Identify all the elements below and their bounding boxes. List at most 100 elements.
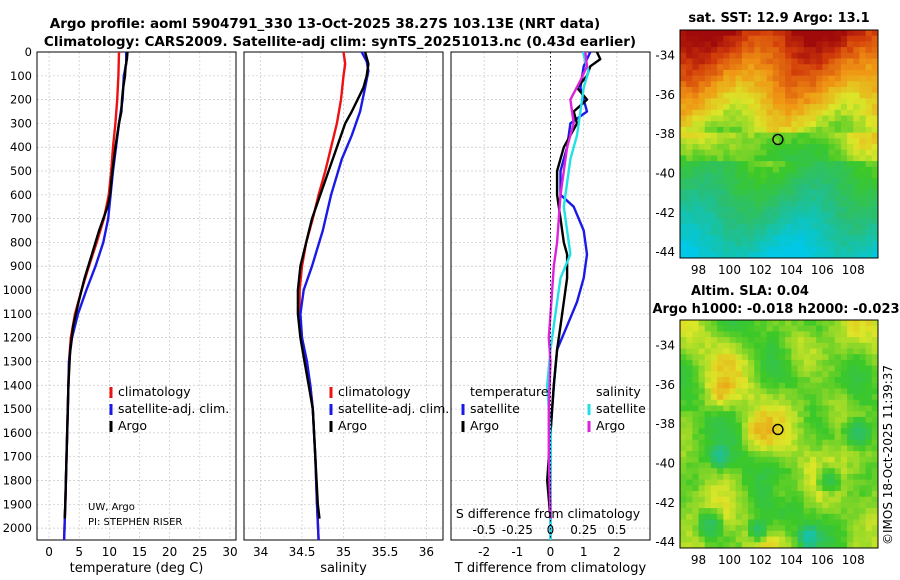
heatmap-cell: [741, 434, 749, 441]
heatmap-cell: [710, 371, 718, 378]
heatmap-cell: [729, 348, 737, 355]
heatmap-cell: [686, 399, 693, 406]
heatmap-cell: [741, 166, 749, 173]
heatmap-cell: [729, 246, 737, 253]
heatmap-cell: [803, 325, 811, 332]
heatmap-cell: [779, 502, 786, 509]
heatmap-cell: [803, 502, 811, 509]
heatmap-cell: [717, 183, 724, 190]
heatmap-cell: [859, 428, 867, 435]
heatmap-cell: [723, 439, 730, 446]
heatmap-cell: [710, 536, 718, 543]
heatmap-cell: [785, 240, 792, 247]
heatmap-cell: [735, 337, 743, 344]
heatmap-cell: [717, 468, 724, 475]
heatmap-cell: [735, 41, 743, 48]
heatmap-cell: [847, 212, 854, 219]
heatmap-cell: [748, 473, 755, 480]
heatmap-cell: [822, 104, 829, 111]
heatmap-cell: [822, 109, 829, 116]
heatmap-cell: [828, 491, 836, 498]
heatmap-cell: [717, 166, 724, 173]
heatmap-cell: [729, 138, 737, 145]
heatmap-cell: [735, 69, 743, 76]
heatmap-cell: [692, 371, 699, 378]
heatmap-cell: [723, 132, 730, 139]
heatmap-cell: [791, 445, 798, 452]
heatmap-cell: [698, 371, 706, 378]
heatmap-cell: [692, 434, 699, 441]
heatmap-cell: [865, 502, 873, 509]
heatmap-cell: [760, 155, 768, 162]
heatmap-cell: [809, 485, 817, 492]
heatmap-cell: [791, 473, 798, 480]
heatmap-cell: [822, 320, 829, 327]
heatmap-cell: [766, 240, 774, 247]
x-tick-label: 0: [547, 545, 555, 559]
heatmap-cell: [871, 354, 879, 361]
heatmap-cell: [779, 189, 786, 196]
heatmap-cell: [723, 183, 730, 190]
heatmap-cell: [754, 206, 761, 213]
heatmap-cell: [772, 473, 780, 480]
heatmap-cell: [834, 542, 842, 549]
heatmap-cell: [723, 64, 730, 71]
heatmap-cell: [828, 513, 836, 520]
heatmap-cell: [735, 382, 743, 389]
heatmap-cell: [772, 325, 780, 332]
heatmap-cell: [710, 479, 718, 486]
heatmap-cell: [710, 75, 718, 82]
heatmap-cell: [754, 144, 761, 151]
heatmap-cell: [772, 92, 780, 99]
heatmap-cell: [735, 144, 743, 151]
heatmap-cell: [859, 416, 867, 423]
heatmap-cell: [723, 121, 730, 128]
heatmap-cell: [754, 388, 761, 395]
heatmap-cell: [772, 462, 780, 469]
heatmap-cell: [766, 405, 774, 412]
heatmap-cell: [748, 377, 755, 384]
heatmap-cell: [865, 81, 873, 88]
heatmap-cell: [692, 473, 699, 480]
heatmap-cell: [680, 178, 687, 185]
heatmap-cell: [710, 365, 718, 372]
heatmap-cell: [680, 377, 687, 384]
heatmap-cell: [865, 491, 873, 498]
heatmap-cell: [692, 138, 699, 145]
heatmap-cell: [871, 41, 879, 48]
y-tick-label: 1400: [3, 378, 32, 392]
heatmap-cell: [822, 64, 829, 71]
heatmap-cell: [803, 195, 811, 202]
heatmap-cell: [797, 382, 805, 389]
heatmap-cell: [785, 536, 792, 543]
heatmap-cell: [741, 212, 749, 219]
heatmap-cell: [797, 138, 805, 145]
heatmap-cell: [692, 58, 699, 65]
heatmap-cell: [686, 252, 693, 259]
heatmap-cell: [816, 52, 823, 59]
heatmap-cell: [840, 320, 848, 327]
heatmap-cell: [840, 468, 848, 475]
heatmap-cell: [809, 64, 817, 71]
heatmap-cell: [871, 206, 879, 213]
heatmap-cell: [865, 536, 873, 543]
heatmap-cell: [710, 508, 718, 515]
heatmap-cell: [741, 536, 749, 543]
heatmap-cell: [680, 229, 687, 236]
heatmap-cell: [840, 201, 848, 208]
heatmap-cell: [791, 485, 798, 492]
heatmap-cell: [766, 223, 774, 230]
heatmap-cell: [779, 109, 786, 116]
heatmap-cell: [840, 496, 848, 503]
heatmap-cell: [822, 58, 829, 65]
heatmap-cell: [686, 525, 693, 532]
heatmap-cell: [822, 138, 829, 145]
heatmap-cell: [729, 189, 737, 196]
heatmap-cell: [797, 35, 805, 42]
heatmap-cell: [686, 337, 693, 344]
heatmap-cell: [816, 422, 823, 429]
heatmap-cell: [741, 331, 749, 338]
map-y-tick-label: -34: [655, 339, 675, 353]
heatmap-cell: [822, 342, 829, 349]
heatmap-cell: [735, 479, 743, 486]
